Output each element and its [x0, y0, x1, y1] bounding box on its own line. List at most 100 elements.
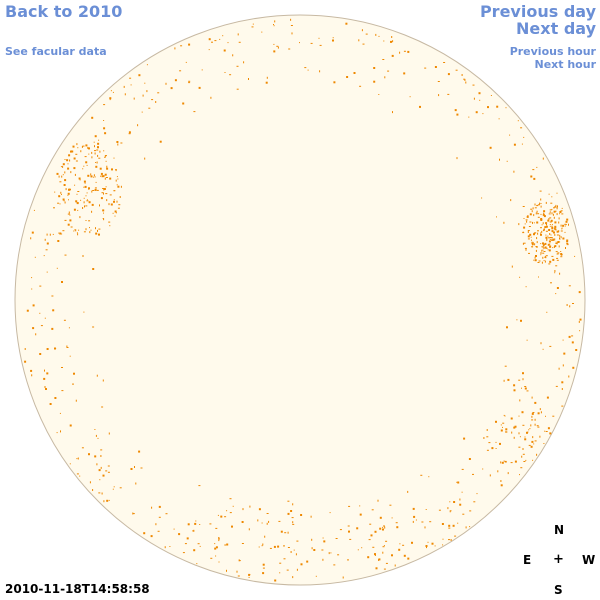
- facula-dot: [67, 167, 70, 170]
- facula-dot: [565, 247, 566, 249]
- facula-dot: [539, 408, 541, 411]
- facula-dot: [525, 286, 527, 288]
- facula-dot: [403, 72, 406, 75]
- facula-dot: [79, 216, 81, 219]
- facula-dot: [81, 145, 83, 148]
- facula-dot: [556, 234, 559, 236]
- previous-day-link[interactable]: Previous day: [479, 2, 596, 21]
- next-day-link[interactable]: Next day: [516, 19, 596, 38]
- next-hour-link[interactable]: Next hour: [534, 58, 597, 71]
- facula-dot: [356, 527, 359, 530]
- facula-dot: [65, 188, 67, 191]
- facula-dot: [359, 513, 362, 516]
- facula-dot: [86, 199, 88, 201]
- facula-dot: [193, 549, 196, 552]
- facula-dot: [403, 554, 406, 557]
- facula-dot: [103, 188, 105, 191]
- facula-dot: [449, 501, 451, 503]
- facula-dot: [61, 233, 63, 235]
- see-facular-data-link[interactable]: See facular data: [5, 45, 107, 58]
- facula-dot: [100, 466, 102, 469]
- facula-dot: [540, 232, 542, 234]
- facula-dot: [113, 199, 115, 201]
- facula-dot: [249, 574, 251, 575]
- facula-dot: [534, 243, 536, 246]
- facula-dot: [248, 573, 251, 576]
- facula-dot: [518, 223, 520, 226]
- facula-dot: [469, 510, 472, 512]
- facula-dot: [143, 532, 146, 535]
- facula-dot: [529, 428, 531, 430]
- facula-dot: [555, 243, 558, 244]
- previous-hour-link[interactable]: Previous hour: [509, 45, 596, 58]
- facula-dot: [554, 206, 557, 208]
- facula-dot: [552, 226, 554, 229]
- facula-dot: [518, 446, 521, 448]
- facula-dot: [559, 272, 561, 275]
- facula-dot: [214, 543, 216, 545]
- facula-dot: [108, 203, 110, 206]
- facula-dot: [67, 192, 70, 195]
- facula-dot: [85, 195, 87, 197]
- facula-dot: [361, 547, 363, 549]
- facula-dot: [359, 85, 362, 87]
- facula-dot: [98, 233, 100, 236]
- facula-dot: [534, 256, 536, 259]
- facula-dot: [532, 221, 533, 224]
- facula-dot: [535, 246, 538, 247]
- facula-dot: [179, 70, 182, 72]
- facula-dot: [543, 228, 545, 231]
- facula-dot: [527, 235, 530, 238]
- facula-dot: [357, 549, 359, 551]
- facula-dot: [465, 81, 467, 84]
- facula-dot: [108, 499, 110, 501]
- facula-dot: [500, 461, 502, 464]
- facula-dot: [67, 163, 69, 165]
- facula-dot: [541, 261, 543, 264]
- facula-dot: [568, 335, 571, 338]
- facula-dot: [77, 147, 79, 149]
- facula-dot: [346, 76, 349, 78]
- back-to-year-link[interactable]: Back to 2010: [5, 2, 123, 21]
- facula-dot: [103, 212, 104, 214]
- facula-dot: [382, 551, 384, 554]
- facula-dot: [526, 215, 529, 218]
- facula-dot: [58, 195, 61, 198]
- facula-dot: [304, 67, 307, 69]
- facula-dot: [555, 293, 557, 295]
- facula-dot: [75, 399, 77, 402]
- facula-dot: [83, 197, 85, 199]
- facula-dot: [543, 251, 546, 252]
- facula-dot: [321, 549, 324, 551]
- facula-dot: [226, 543, 229, 546]
- facula-dot: [540, 218, 543, 220]
- facula-dot: [558, 230, 560, 233]
- facula-dot: [558, 217, 560, 220]
- facula-dot: [511, 265, 513, 268]
- facula-dot: [62, 163, 65, 166]
- facula-dot: [157, 530, 160, 532]
- facula-dot: [373, 67, 376, 69]
- facula-dot: [231, 525, 233, 528]
- facula-dot: [511, 431, 513, 434]
- facula-dot: [542, 256, 544, 259]
- facula-dot: [564, 223, 567, 225]
- facula-dot: [76, 143, 78, 146]
- facula-dot: [556, 192, 558, 194]
- facula-dot: [551, 224, 553, 226]
- facula-dot: [76, 473, 79, 475]
- facula-dot: [333, 564, 336, 566]
- facula-dot: [490, 95, 492, 96]
- facula-dot: [97, 229, 98, 232]
- facula-dot: [91, 210, 93, 213]
- facula-dot: [103, 150, 105, 152]
- facula-dot: [187, 523, 190, 526]
- facula-dot: [551, 212, 553, 215]
- facula-dot: [552, 213, 554, 216]
- facula-dot: [110, 203, 113, 206]
- facula-dot: [124, 93, 126, 96]
- facula-dot: [109, 97, 112, 100]
- facula-dot: [434, 545, 436, 547]
- facula-dot: [536, 205, 539, 207]
- facula-dot: [391, 517, 393, 519]
